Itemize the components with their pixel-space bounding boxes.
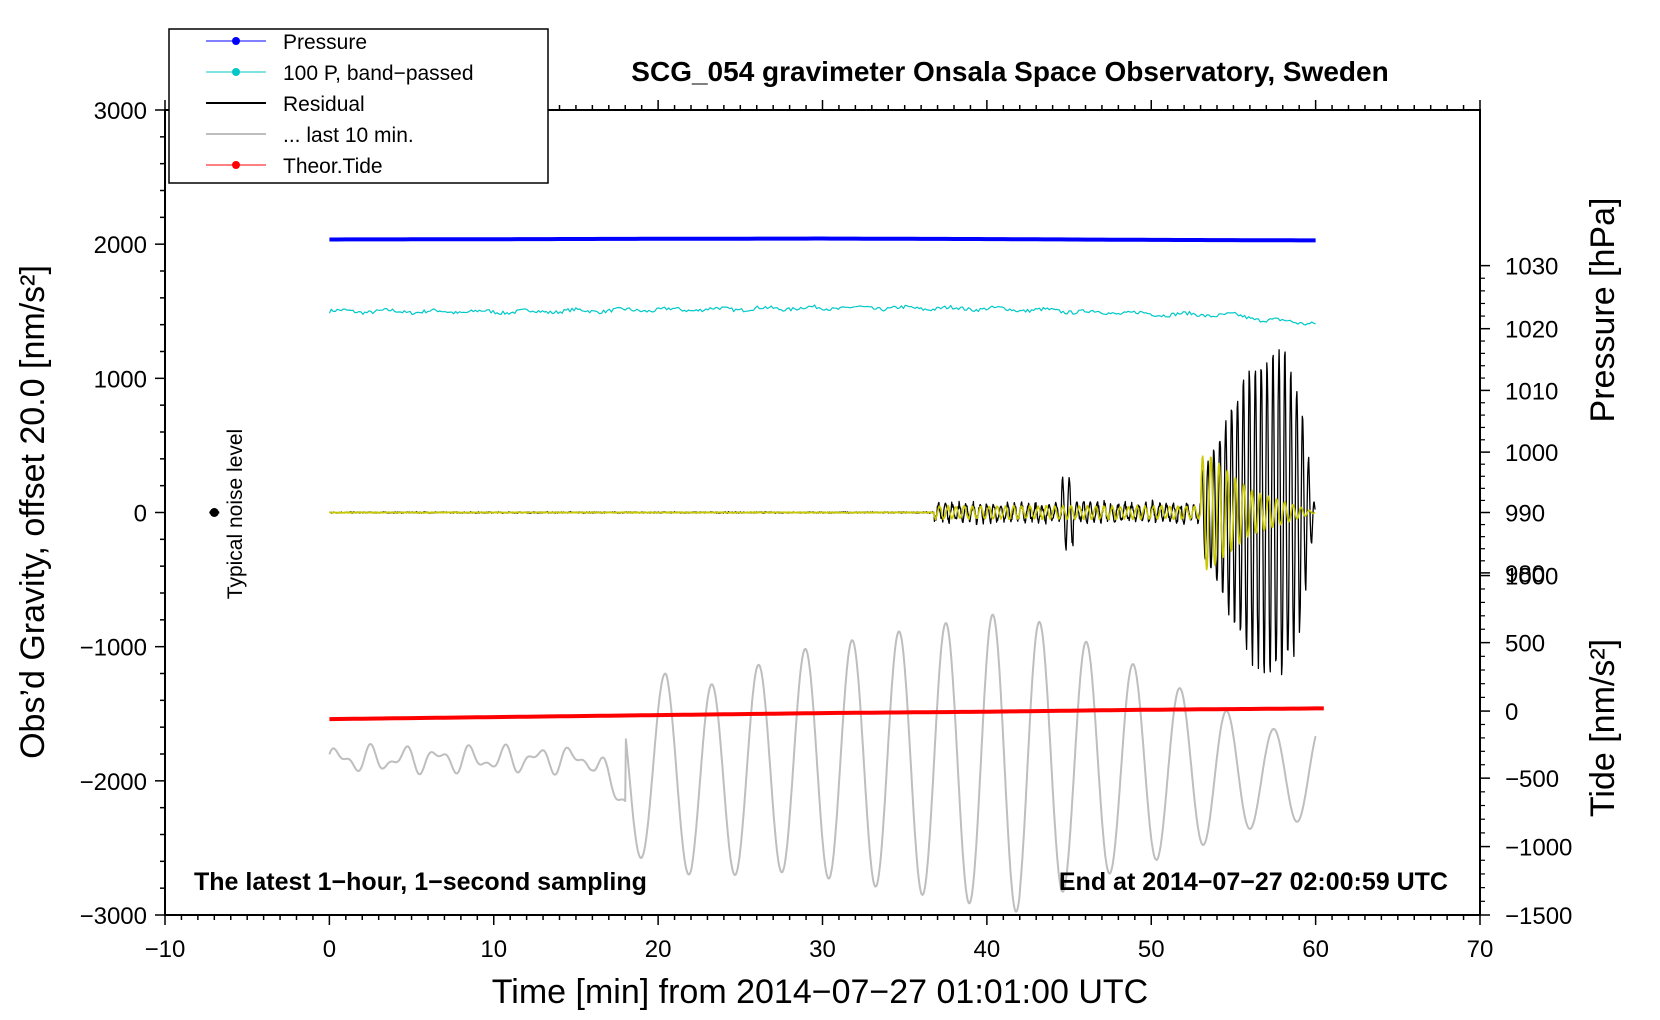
x-tick-label: 0 — [323, 936, 336, 963]
sampling-annotation: The latest 1−hour, 1−second sampling — [194, 868, 647, 896]
pressure-tick-label: 1030 — [1505, 254, 1558, 281]
legend-marker — [232, 161, 240, 169]
last-10-min-line — [328, 613, 1317, 913]
pressure-axis-title: Pressure [hPa] — [1584, 198, 1622, 423]
tide-tick-label: 1000 — [1505, 564, 1558, 591]
legend-marker — [232, 68, 240, 76]
x-tick-label: 60 — [1302, 936, 1329, 963]
traces-layer — [209, 236, 1324, 913]
y-tick-label: −2000 — [80, 769, 147, 796]
x-tick-label: 70 — [1467, 936, 1494, 963]
chart-title: SCG_054 gravimeter Onsala Space Observat… — [631, 56, 1388, 87]
y-tick-label: 0 — [134, 501, 147, 528]
x-tick-label: 30 — [809, 936, 836, 963]
x-tick-label: 40 — [974, 936, 1001, 963]
legend-label: ... last 10 min. — [283, 124, 414, 147]
x-tick-label: 10 — [480, 936, 507, 963]
x-tick-label: 50 — [1138, 936, 1165, 963]
y-tick-label: −3000 — [80, 903, 147, 930]
y-axis-title: Obs’d Gravity, offset 20.0 [nm/s²] — [14, 265, 52, 759]
tide-tick-label: −500 — [1505, 766, 1559, 793]
x-tick-label: 20 — [645, 936, 672, 963]
y-tick-label: −1000 — [80, 635, 147, 662]
legend-label: Residual — [283, 93, 365, 116]
pressure-line — [329, 236, 1316, 243]
legend-label: Pressure — [283, 31, 367, 54]
band-passed-pressure-line — [328, 304, 1316, 326]
x-axis-title: Time [min] from 2014−07−27 01:01:00 UTC — [492, 973, 1148, 1011]
legend-box — [168, 28, 549, 184]
axes-layer: −10 0 10 20 30 40 50 60 70−3000−2000−10000100020… — [80, 98, 1573, 963]
legend-label: 100 P, band−passed — [283, 62, 474, 85]
tide-tick-label: 500 — [1505, 631, 1545, 658]
legend-marker — [232, 37, 240, 45]
y-tick-label: 1000 — [94, 366, 147, 393]
text-layer: SCG_054 gravimeter Onsala Space Observat… — [14, 56, 1622, 1011]
y-tick-label: 3000 — [94, 98, 147, 125]
x-tick-label: −10 — [145, 936, 186, 963]
pressure-tick-label: 1010 — [1505, 378, 1558, 405]
tide-axis-title: Tide [nm/s²] — [1584, 639, 1622, 817]
theoretical-tide-line — [329, 706, 1324, 722]
y-tick-label: 2000 — [94, 232, 147, 259]
pressure-tick-label: 990 — [1505, 501, 1545, 528]
end-time-annotation: End at 2014−07−27 02:00:59 UTC — [1059, 868, 1448, 896]
pressure-tick-label: 1000 — [1505, 440, 1558, 467]
pressure-tick-label: 980 — [1505, 561, 1545, 588]
noise-level-marker — [209, 508, 219, 517]
noise-level-annotation: Typical noise level — [224, 429, 247, 599]
tide-tick-label: −1000 — [1505, 835, 1572, 862]
pressure-tick-label: 1020 — [1505, 317, 1558, 344]
legend: Pressure 100 P, band−passed Residual ... la… — [168, 28, 549, 184]
filtered-residual-line — [329, 455, 1316, 571]
tide-tick-label: −1500 — [1505, 903, 1572, 930]
tide-tick-label: 0 — [1505, 699, 1518, 726]
legend-label: Theor.Tide — [283, 155, 383, 178]
